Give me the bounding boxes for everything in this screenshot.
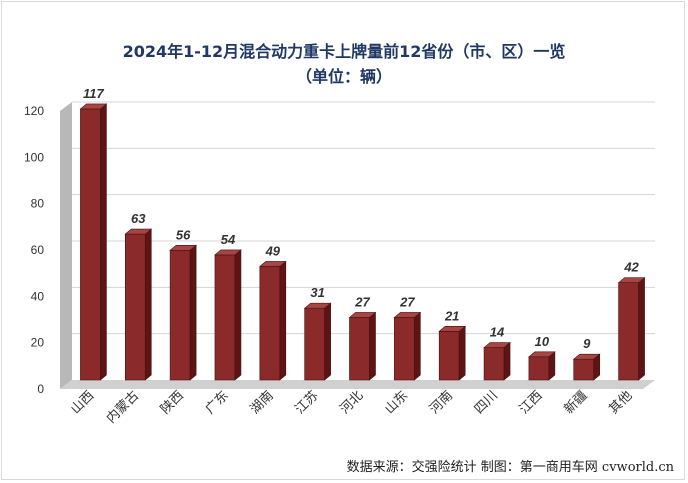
bar-top — [124, 228, 153, 235]
bar — [528, 356, 550, 381]
y-tick-label: 40 — [31, 289, 45, 303]
bar-top — [169, 244, 197, 251]
x-tick-label: 江苏 — [292, 388, 322, 418]
y-tick-label: 80 — [31, 197, 45, 211]
x-tick-label: 山西 — [68, 388, 97, 417]
bar-side — [369, 311, 376, 381]
data-label: 31 — [310, 285, 324, 300]
y-tick-label: 60 — [31, 243, 45, 257]
bar — [259, 266, 281, 381]
bar-top — [393, 312, 422, 318]
data-label: 9 — [583, 336, 591, 351]
x-tick-label: 内蒙古 — [103, 388, 142, 427]
x-tick-label: 广东 — [203, 388, 232, 417]
bar-top — [438, 326, 467, 332]
bar — [349, 317, 370, 381]
y-tick-label: 100 — [24, 150, 44, 164]
x-tick-label: 湖南 — [247, 388, 277, 418]
data-label: 56 — [176, 227, 191, 242]
bar-side — [279, 260, 287, 381]
bar — [438, 331, 460, 381]
bar — [214, 254, 236, 381]
bar-top — [528, 351, 556, 358]
bar — [483, 347, 505, 381]
bar-top — [348, 312, 377, 318]
x-tick-label: 河南 — [426, 388, 456, 418]
data-label: 42 — [623, 260, 639, 275]
data-label: 14 — [490, 325, 505, 340]
bar — [394, 317, 415, 381]
bar-top — [303, 302, 332, 309]
floor — [60, 380, 655, 389]
x-tick-label: 山东 — [382, 388, 411, 417]
side-wall — [60, 102, 72, 389]
bar-top — [483, 342, 511, 348]
data-label: 117 — [83, 86, 104, 101]
y-tick-label: 120 — [24, 104, 44, 118]
bar-top — [214, 249, 242, 256]
data-label: 27 — [399, 294, 415, 309]
bar — [124, 233, 146, 381]
bar-side — [503, 341, 511, 381]
bar-top — [258, 261, 287, 267]
data-label: 10 — [535, 334, 550, 349]
bar-side — [324, 302, 331, 381]
x-tick-label: 河北 — [337, 388, 366, 417]
x-tick-label: 陕西 — [158, 388, 187, 417]
bar — [80, 108, 101, 381]
data-label: 54 — [221, 232, 236, 247]
chart-title: 2024年1-12月混合动力重卡上牌量前12省份（市、区）一览 — [122, 42, 566, 61]
bar — [169, 249, 191, 381]
x-tick-label: 新疆 — [561, 388, 591, 418]
x-tick-label: 江西 — [517, 388, 546, 417]
bar-side — [100, 103, 107, 381]
y-tick-label: 0 — [37, 382, 44, 396]
bar-side — [189, 244, 197, 381]
x-tick-label: 四川 — [472, 388, 501, 417]
bar — [618, 282, 639, 381]
chart-subtitle: （单位：辆） — [295, 67, 392, 86]
data-label: 27 — [354, 294, 370, 309]
bar-side — [414, 311, 421, 381]
x-tick-label: 其他 — [606, 388, 635, 417]
bar-side — [458, 325, 466, 381]
bar-top — [79, 103, 108, 110]
bar-side — [234, 249, 242, 381]
bar-top — [572, 353, 601, 360]
y-tick-label: 20 — [31, 336, 45, 350]
data-label: 49 — [265, 243, 281, 258]
source-note: 数据来源：交强险统计 制图：第一商用车网 cvworld.cn — [346, 460, 674, 475]
bar-side — [144, 228, 152, 381]
data-label: 21 — [444, 308, 459, 323]
bar — [304, 307, 325, 381]
bar — [573, 358, 595, 381]
data-label: 63 — [131, 211, 146, 226]
bar-side — [638, 277, 645, 381]
bar-top — [617, 277, 646, 284]
